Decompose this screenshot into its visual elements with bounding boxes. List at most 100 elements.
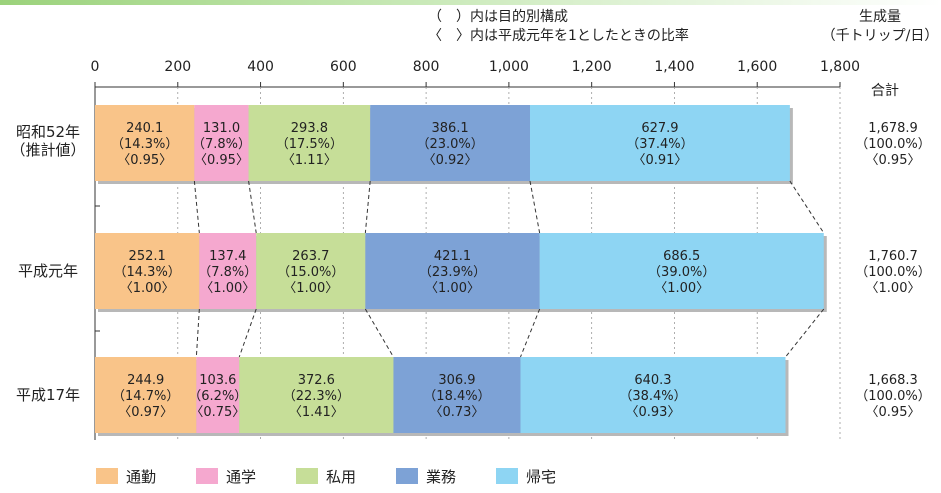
- data-label-value: 421.1: [434, 249, 471, 264]
- data-label-ratio: 〈1.00〉: [200, 281, 255, 296]
- bar-segment-業務: [370, 105, 530, 181]
- legend-swatch-通勤: [96, 468, 118, 484]
- x-tick-label: 1,200: [572, 59, 612, 75]
- data-label-value: 686.5: [663, 249, 700, 264]
- bar-segment-通学: [196, 357, 240, 433]
- data-label-ratio: 〈1.00〉: [120, 281, 175, 296]
- data-label-ratio: 〈0.97〉: [118, 405, 173, 420]
- connector-line: [789, 180, 825, 234]
- x-tick-label: 400: [247, 59, 274, 75]
- data-label-share: （15.0%）: [277, 265, 344, 280]
- data-label-share: （7.8%）: [192, 137, 251, 152]
- legend-label-私用: 私用: [326, 468, 356, 486]
- data-label-value: 137.4: [209, 249, 246, 264]
- bar-segment-通学: [194, 105, 249, 181]
- data-label-value: 103.6: [199, 373, 236, 388]
- connector-line: [195, 308, 200, 358]
- total-ratio: 〈0.95〉: [866, 405, 921, 420]
- data-label-share: （23.0%）: [416, 137, 483, 152]
- data-label-share: （23.9%）: [419, 265, 486, 280]
- connector-line: [520, 308, 541, 358]
- bar-segment-業務: [365, 233, 540, 309]
- legend-label-通学: 通学: [226, 468, 256, 486]
- bar-segment-私用: [248, 105, 371, 181]
- data-label-share: （22.3%）: [283, 389, 350, 404]
- category-label: 昭和52年: [16, 123, 80, 141]
- data-label-ratio: 〈1.11〉: [282, 153, 337, 168]
- bar-segment-帰宅: [539, 233, 824, 309]
- legend-label-業務: 業務: [426, 468, 456, 486]
- connector-line: [364, 308, 394, 358]
- x-tick-label: 600: [330, 59, 357, 75]
- data-label-ratio: 〈0.95〉: [194, 153, 249, 168]
- total-share: （100.0%）: [855, 265, 931, 280]
- data-label-ratio: 〈1.00〉: [425, 281, 480, 296]
- data-label-share: （18.4%）: [423, 389, 490, 404]
- bar-segment-通勤: [95, 357, 197, 433]
- total-value: 1,678.9: [868, 121, 918, 136]
- bar-segment-私用: [256, 233, 366, 309]
- data-label-share: （39.0%）: [648, 265, 715, 280]
- data-label-ratio: 〈0.92〉: [423, 153, 478, 168]
- data-label-value: 306.9: [438, 373, 475, 388]
- x-tick-label: 0: [91, 59, 100, 75]
- connector-line: [238, 308, 257, 358]
- legend-swatch-帰宅: [496, 468, 518, 484]
- total-ratio: 〈1.00〉: [866, 281, 921, 296]
- bar-segment-通勤: [95, 233, 200, 309]
- data-label-share: （6.2%）: [188, 389, 247, 404]
- total-share: （100.0%）: [855, 389, 931, 404]
- data-label-value: 640.3: [634, 373, 671, 388]
- data-label-value: 252.1: [129, 249, 166, 264]
- data-label-ratio: 〈0.73〉: [429, 405, 484, 420]
- data-label-value: 131.0: [203, 121, 240, 136]
- data-label-share: （7.8%）: [198, 265, 257, 280]
- note-ratio: 〈 〉内は平成元年を1としたときの比率: [428, 27, 689, 44]
- x-tick-label: 1,000: [489, 59, 529, 75]
- data-label-ratio: 〈0.93〉: [626, 405, 681, 420]
- data-label-ratio: 〈0.75〉: [190, 405, 245, 420]
- data-label-share: （14.7%）: [112, 389, 179, 404]
- legend-swatch-私用: [296, 468, 318, 484]
- data-label-ratio: 〈0.91〉: [632, 153, 687, 168]
- connector-line: [529, 180, 541, 234]
- data-label-share: （38.4%）: [619, 389, 686, 404]
- data-label-ratio: 〈1.41〉: [289, 405, 344, 420]
- unit-title: 生成量: [859, 9, 901, 25]
- bar-segment-帰宅: [520, 357, 786, 433]
- data-label-value: 386.1: [431, 121, 468, 136]
- data-label-share: （37.4%）: [626, 137, 693, 152]
- bar-segment-通学: [199, 233, 257, 309]
- data-label-ratio: 〈1.00〉: [654, 281, 709, 296]
- category-label: 平成元年: [18, 262, 78, 280]
- x-tick-label: 1,600: [737, 59, 777, 75]
- unit-label: （千トリップ/日）: [822, 28, 939, 44]
- header-accent-bar: [0, 0, 941, 5]
- total-value: 1,760.7: [868, 249, 918, 264]
- data-label-value: 244.9: [127, 373, 164, 388]
- data-label-share: （14.3%）: [114, 265, 181, 280]
- data-label-ratio: 〈1.00〉: [283, 281, 338, 296]
- bar-segment-業務: [393, 357, 521, 433]
- connector-line: [248, 180, 257, 234]
- connector-line: [785, 308, 825, 358]
- legend-swatch-業務: [396, 468, 418, 484]
- connector-line: [193, 180, 200, 234]
- data-label-value: 263.7: [292, 249, 329, 264]
- data-label-value: 372.6: [298, 373, 335, 388]
- x-tick-label: 1,400: [654, 59, 694, 75]
- category-sublabel: （推計値）: [10, 141, 85, 159]
- x-tick-label: 200: [164, 59, 191, 75]
- bar-segment-帰宅: [529, 105, 790, 181]
- data-label-value: 240.1: [126, 121, 163, 136]
- category-label: 平成17年: [16, 386, 80, 404]
- data-label-value: 293.8: [291, 121, 328, 136]
- total-ratio: 〈0.95〉: [866, 153, 921, 168]
- x-tick-label: 800: [413, 59, 440, 75]
- total-share: （100.0%）: [855, 137, 931, 152]
- data-label-value: 627.9: [641, 121, 678, 136]
- data-label-share: （14.3%）: [111, 137, 178, 152]
- legend-swatch-通学: [196, 468, 218, 484]
- data-label-share: （17.5%）: [276, 137, 343, 152]
